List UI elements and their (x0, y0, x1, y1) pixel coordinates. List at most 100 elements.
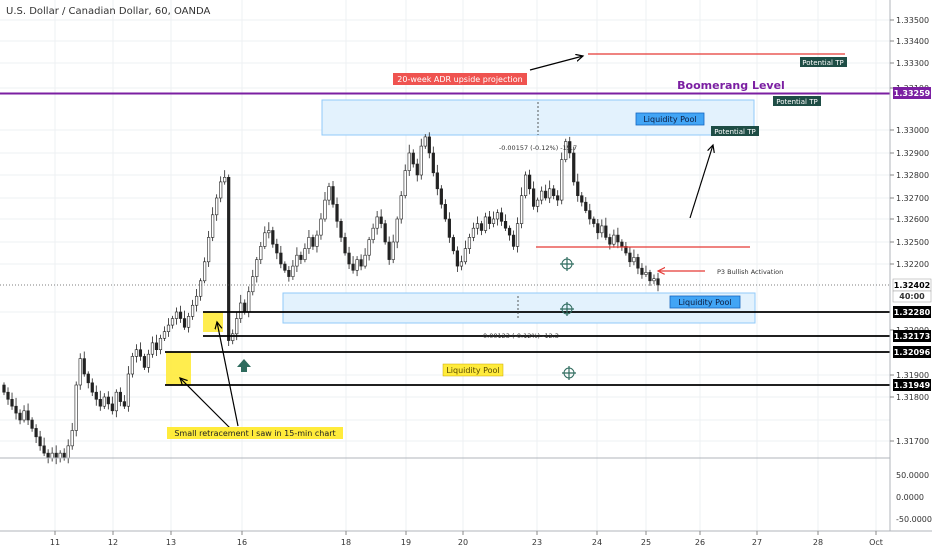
liquidity-label-1: Liquidity Pool (643, 115, 696, 124)
candle-body (648, 272, 652, 282)
candle-body (335, 204, 339, 222)
time-tick-label: 16 (237, 538, 247, 547)
price-tick-label: 1.32900 (896, 149, 929, 158)
price-axis[interactable]: 1.335001.334001.333001.331001.330001.329… (890, 16, 929, 446)
candle-body (632, 257, 636, 263)
candle-body (431, 152, 435, 174)
candle-body (560, 159, 564, 201)
candle-body (267, 230, 271, 234)
price-badge-label: 1.33259 (894, 89, 931, 98)
arrows (180, 56, 713, 429)
candle-body (359, 259, 363, 267)
candle-body (22, 410, 26, 421)
candle-body (600, 225, 604, 234)
move-icon[interactable] (562, 366, 576, 380)
candle-body (339, 221, 343, 238)
candle-body (596, 223, 600, 234)
retracement-arrow-2 (180, 378, 231, 429)
price-badge (893, 87, 931, 99)
candle-body (54, 452, 58, 459)
candle-body (82, 358, 86, 375)
candle-body (604, 225, 608, 238)
lower-measure-label: 0.00123 (-0.12%) -12.3 (483, 332, 559, 340)
candle-body (507, 227, 512, 236)
time-tick-label: 12 (108, 538, 118, 547)
annotation-labels: 20-week ADR upside projection Boomerang … (167, 57, 847, 439)
candle-body (471, 227, 476, 238)
candle-body (247, 291, 251, 313)
indicator-tick-label: 50.0000 (896, 471, 929, 480)
p3-activation-label: P3 Bullish Activation (717, 268, 783, 276)
candle-body (158, 337, 163, 351)
candle-body (287, 269, 291, 277)
candle-body (186, 316, 191, 328)
candle-body (42, 445, 46, 454)
candle-body (467, 237, 472, 249)
candle-body (66, 445, 70, 459)
candle-body (540, 190, 544, 201)
candle-body (447, 218, 451, 238)
candle-body (134, 349, 139, 357)
candle-body (78, 358, 82, 386)
adr-label-box (393, 73, 527, 85)
candle-body (150, 342, 155, 355)
candle-body (427, 136, 431, 154)
price-badge-label: 1.32096 (894, 348, 931, 357)
candle-body (451, 237, 455, 252)
up-arrow-icon (237, 359, 251, 372)
candle-body (499, 212, 504, 222)
candle-body (552, 188, 556, 197)
upper-measure-label: -0.00157 (-0.12%) -15.7 (499, 144, 577, 152)
candle-body (6, 391, 10, 400)
candle-body (58, 452, 62, 459)
candle-body (479, 223, 484, 231)
candle-body (319, 218, 323, 236)
candle-body (299, 254, 303, 260)
price-tick-label: 1.32600 (896, 215, 929, 224)
move-icon[interactable] (560, 302, 574, 316)
price-badge (893, 306, 931, 318)
candle-body (142, 356, 147, 368)
candle-body (528, 174, 532, 190)
retracement-label-box (167, 427, 343, 439)
price-badge-label: 1.32402 (894, 281, 930, 290)
move-icon[interactable] (560, 257, 574, 271)
time-axis[interactable]: 11 12 13 16 18 19 20 23 24 25 26 27 28 Oct (50, 531, 883, 547)
adr-label: 20-week ADR upside projection (397, 75, 522, 84)
price-tick-label: 1.32200 (896, 260, 929, 269)
time-tick-label: 13 (166, 538, 176, 547)
liquidity-label-3: Liquidity Pool (446, 366, 499, 375)
candle-body (162, 331, 167, 339)
candle-body (331, 186, 335, 205)
candle-body (2, 384, 6, 393)
candle-body (279, 252, 283, 265)
price-tick-label: 1.33300 (896, 59, 929, 68)
candle-body (584, 201, 588, 211)
candle-body (311, 237, 315, 247)
candle-body (375, 216, 379, 229)
price-tick-label: 1.33500 (896, 16, 929, 25)
candle-body (255, 259, 259, 277)
candle-body (572, 152, 576, 183)
candle-body (90, 382, 94, 393)
candle-body (636, 257, 640, 269)
retracement-highlight-1 (203, 312, 223, 332)
price-tick-label: 1.31700 (896, 437, 929, 446)
chart-title: U.S. Dollar / Canadian Dollar, 60, OANDA (6, 6, 210, 17)
candle-body (18, 412, 22, 421)
candle-body (483, 216, 488, 231)
candle-body (126, 373, 130, 407)
candle-body (10, 398, 14, 407)
tp-label-box-3 (711, 126, 759, 136)
candle-body (620, 241, 624, 247)
candle-body (588, 210, 592, 220)
candle-body (568, 141, 572, 154)
tp-label-3: Potential TP (714, 128, 755, 136)
candle-body (399, 195, 403, 220)
candle-body (347, 252, 351, 265)
time-tick-label: 27 (752, 538, 762, 547)
candle-body (515, 223, 520, 247)
candle-body (182, 318, 187, 328)
candle-body (616, 234, 620, 243)
